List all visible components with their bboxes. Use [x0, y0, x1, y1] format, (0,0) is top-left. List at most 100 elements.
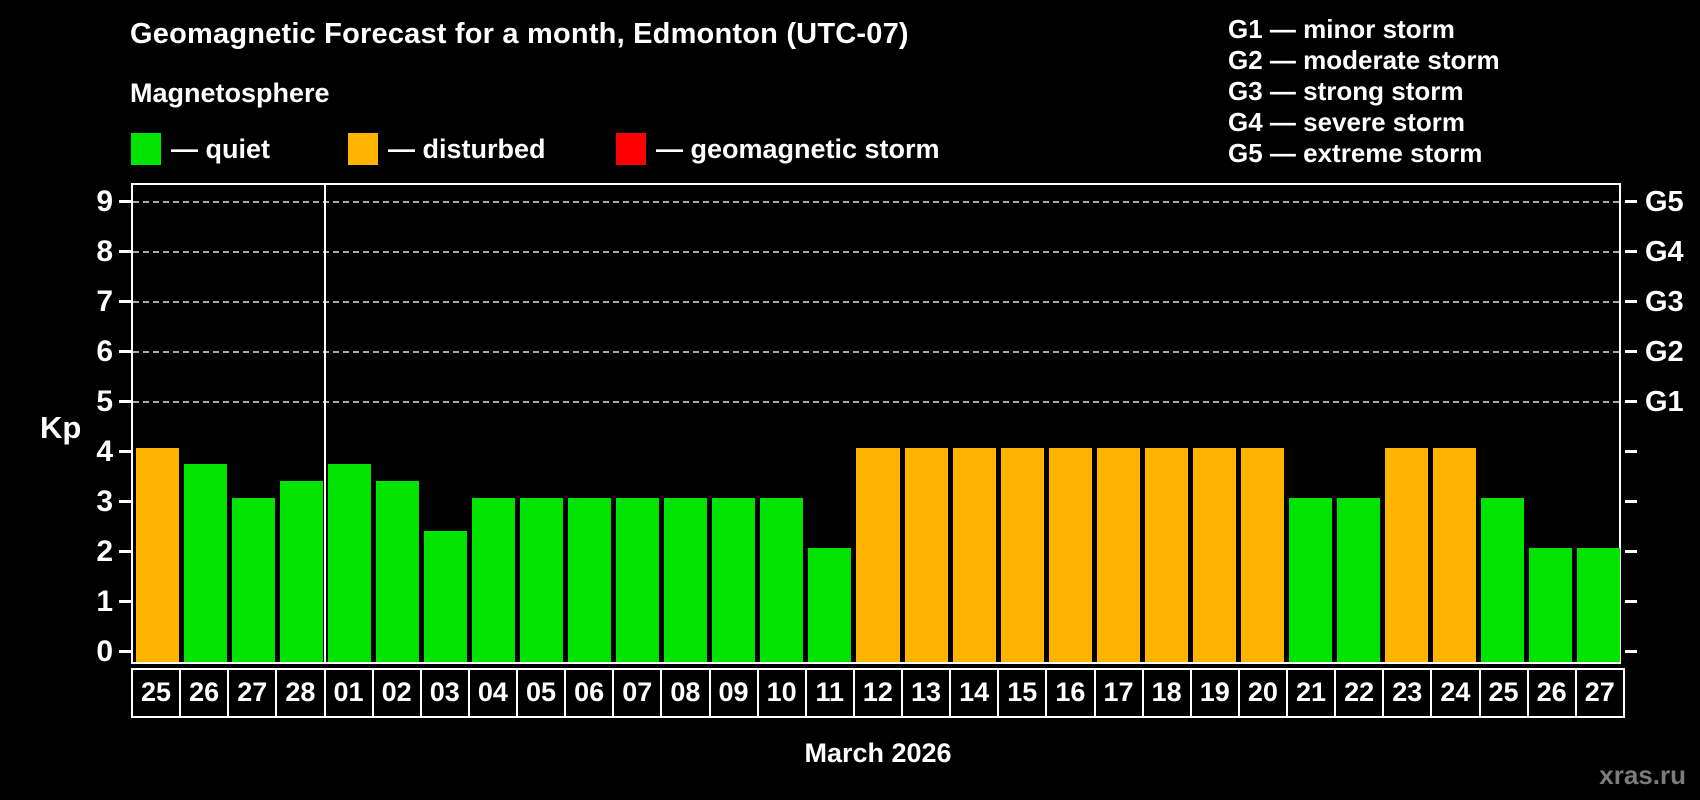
kp-bar-day-18 [1144, 447, 1188, 662]
legend-label-quiet: — quiet [171, 133, 270, 164]
kp-bar-day-03 [423, 531, 467, 662]
kp-bar-day-16 [1048, 447, 1092, 662]
day-label-cell: 23 [1384, 670, 1433, 716]
kp-bar-day-01 [327, 464, 371, 662]
day-label-cell: 21 [1288, 670, 1337, 716]
y-axis-tick-label-7: 7 [96, 284, 113, 318]
kp-bar-day-13 [904, 447, 948, 662]
day-label-cell: 24 [1432, 670, 1481, 716]
day-label-cell: 26 [181, 670, 230, 716]
kp-bar-day-26 [1529, 547, 1573, 662]
g3-legend-line: G3 — strong storm [1228, 76, 1464, 106]
legend-label-disturbed: — disturbed [388, 133, 546, 164]
day-label-cell: 14 [951, 670, 1000, 716]
y-axis-tick-9 [119, 200, 131, 203]
gridline-kp8 [133, 250, 1619, 253]
kp-bar-day-27 [1577, 547, 1621, 662]
gridline-kp9 [133, 200, 1619, 203]
y-axis-tick-label-8: 8 [96, 234, 113, 268]
day-label-cell: 27 [1584, 677, 1615, 707]
y-axis-tick-8 [119, 250, 131, 253]
y-axis-tick-3 [119, 500, 131, 503]
right-axis-tick-3 [1625, 500, 1637, 503]
right-axis-tick-0 [1625, 650, 1637, 653]
day-label-cell: 07 [614, 670, 663, 716]
chart-title: Geomagnetic Forecast for a month, Edmont… [130, 18, 909, 50]
y-axis-tick-label-2: 2 [96, 534, 113, 568]
kp-bar-day-06 [568, 497, 612, 662]
day-label-cell: 06 [566, 670, 615, 716]
day-label-cell: 15 [999, 670, 1048, 716]
day-label-cell: 13 [903, 670, 952, 716]
day-label-cell: 01 [326, 670, 374, 716]
day-label-cell: 18 [1144, 670, 1192, 716]
y-axis-tick-6 [119, 350, 131, 353]
day-label-cell: 08 [662, 670, 711, 716]
kp-bar-day-23 [1385, 447, 1429, 662]
g4-legend-line: G4 — severe storm [1228, 107, 1466, 137]
kp-bar-day-02 [375, 481, 419, 662]
right-axis-tick-5 [1625, 400, 1637, 403]
day-label-cell: 02 [374, 670, 422, 716]
legend-label-storm: — geomagnetic storm [656, 133, 940, 164]
g-level-label-g5: G5 [1645, 185, 1684, 218]
gridline-kp7 [133, 300, 1619, 303]
kp-bar-day-14 [952, 447, 996, 662]
day-label-cell: 03 [422, 670, 470, 716]
quiet-color-swatch [131, 133, 161, 165]
day-label-cell: 27 [229, 670, 278, 716]
day-label-cell: 05 [518, 670, 567, 716]
g2-legend-line: G2 — moderate storm [1228, 45, 1500, 75]
day-label-cell: 10 [759, 670, 807, 716]
day-label-row: 25 26 27 28 01 02 03 04 05 06 07 08 09 10 11 12 13 14 15 16… [131, 668, 1625, 718]
kp-bar-day-17 [1096, 447, 1140, 662]
day-label-cell: 22 [1336, 670, 1385, 716]
kp-axis-label: Kp [40, 410, 82, 445]
y-axis-tick-0 [119, 650, 131, 653]
kp-bar-day-25 [1481, 497, 1525, 662]
kp-bar-day-26 [183, 464, 227, 662]
x-axis-title: March 2026 [804, 738, 952, 768]
kp-bar-day-11 [808, 547, 852, 662]
kp-bar-day-19 [1192, 447, 1236, 662]
kp-bar-day-15 [1000, 447, 1044, 662]
g-level-label-g1: G1 [1645, 385, 1684, 418]
right-axis-tick-8 [1625, 250, 1637, 253]
disturbed-color-swatch [348, 133, 378, 165]
kp-bar-day-05 [520, 497, 564, 662]
day-label-cell: 11 [807, 670, 855, 716]
gridline-kp6 [133, 350, 1619, 353]
y-axis-tick-label-0: 0 [96, 634, 113, 668]
right-axis-tick-9 [1625, 200, 1637, 203]
chart-subtitle: Magnetosphere [130, 78, 330, 108]
kp-bar-day-12 [856, 447, 900, 662]
kp-bar-day-09 [712, 497, 756, 662]
kp-bar-day-04 [471, 497, 515, 662]
day-label-cell: 20 [1240, 670, 1288, 716]
month-boundary-line [324, 185, 327, 662]
kp-bar-day-07 [616, 497, 660, 662]
g-level-label-g3: G3 [1645, 285, 1684, 318]
right-axis-tick-7 [1625, 300, 1637, 303]
kp-bar-day-25 [135, 447, 179, 662]
day-label-cell: 16 [1047, 670, 1096, 716]
day-label-cell: 19 [1192, 670, 1240, 716]
kp-bar-day-08 [664, 497, 708, 662]
kp-bar-day-28 [279, 481, 323, 662]
y-axis-tick-label-6: 6 [96, 334, 113, 368]
legend-item-storm: — geomagnetic storm [616, 132, 940, 166]
y-axis-tick-label-9: 9 [96, 184, 113, 218]
y-axis-tick-2 [119, 550, 131, 553]
day-label-cell: 12 [855, 670, 903, 716]
storm-color-swatch [616, 133, 646, 165]
kp-bar-day-24 [1433, 447, 1477, 662]
right-axis-tick-1 [1625, 600, 1637, 603]
day-label-cell: 25 [1481, 670, 1529, 716]
kp-bar-day-20 [1240, 447, 1285, 662]
day-label-cell: 17 [1096, 670, 1144, 716]
kp-bar-day-10 [760, 497, 804, 662]
y-axis-tick-7 [119, 300, 131, 303]
plot-area [131, 183, 1621, 664]
right-axis-tick-2 [1625, 550, 1637, 553]
day-label-cell: 26 [1529, 670, 1577, 716]
